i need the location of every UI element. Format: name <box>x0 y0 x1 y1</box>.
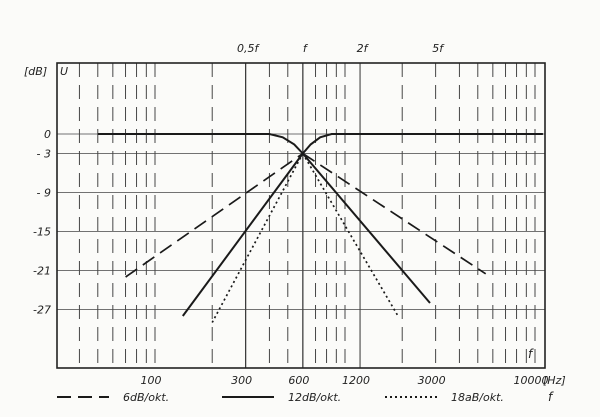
series-line-dotted <box>211 153 304 323</box>
series-line-dotted <box>302 153 399 317</box>
y-tick-label: 0 <box>44 128 51 141</box>
x-unit-label: [Hz] <box>543 374 566 387</box>
x-tick-label: 100 <box>141 374 162 387</box>
y-tick-label: -21 <box>33 265 51 278</box>
x-tick-label: 1200 <box>342 374 370 387</box>
series-line-solid <box>181 152 304 317</box>
x-axis-symbol: f <box>528 347 534 361</box>
y-tick-label: -27 <box>33 304 51 317</box>
series-line-dashed <box>302 152 487 275</box>
legend-label: 6dB/okt. <box>123 391 169 404</box>
series-line-solid <box>302 133 543 155</box>
y-tick-label: - 3 <box>37 148 51 161</box>
series-line-solid <box>302 152 431 304</box>
plot-frame <box>56 62 546 369</box>
series-line-solid <box>97 133 304 155</box>
y-axis-symbol: U <box>60 65 68 78</box>
top-tick-label: 2f <box>357 42 370 55</box>
legend-label: 12dB/okt. <box>288 391 341 404</box>
x-tick-label: 600 <box>288 374 309 387</box>
y-unit-label: [dB] <box>24 65 47 78</box>
top-tick-label: 0,5f <box>237 42 260 55</box>
x-tick-label: 3000 <box>418 374 446 387</box>
x-tick-label: 10000 <box>514 374 549 387</box>
top-tick-label: 5f <box>432 42 445 55</box>
top-tick-label: f <box>303 42 309 55</box>
y-tick-label: - 9 <box>37 187 51 200</box>
legend-label: 18aB/okt. <box>451 391 504 404</box>
legend-trailing-symbol: f <box>548 390 554 404</box>
series-line-dashed <box>125 152 304 278</box>
y-tick-label: -15 <box>33 226 51 239</box>
x-tick-label: 300 <box>231 374 252 387</box>
